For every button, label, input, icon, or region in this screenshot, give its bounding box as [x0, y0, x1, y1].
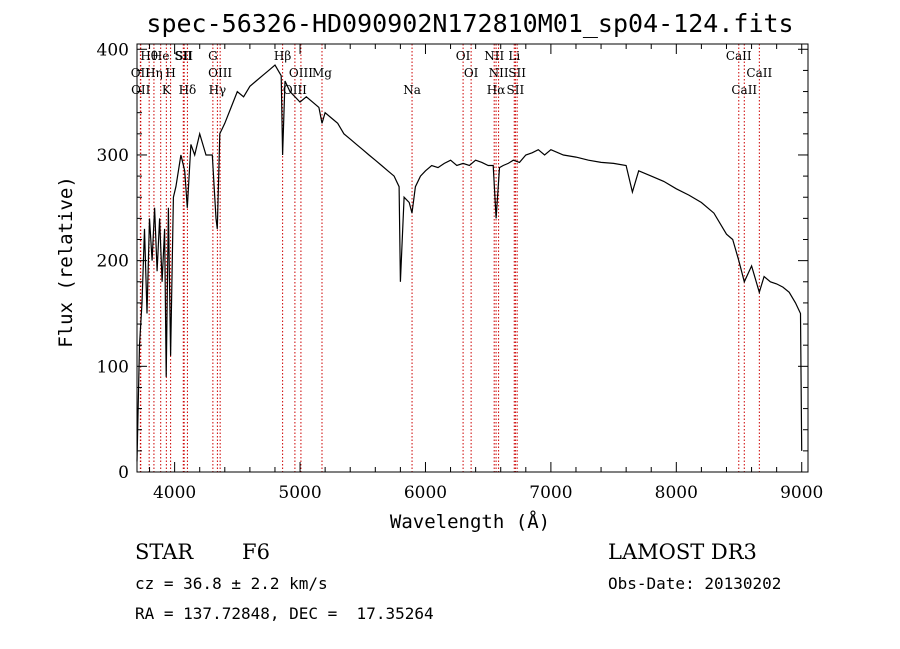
line-marker-label: Hβ [274, 49, 291, 63]
plot-frame [136, 43, 809, 473]
line-marker-label: NII [484, 49, 504, 63]
line-marker-label: NII [489, 66, 509, 80]
line-markers [139, 44, 760, 472]
line-marker-label: OI [464, 66, 479, 80]
line-marker-label: SII [507, 83, 525, 97]
line-marker-label: OIII [208, 66, 232, 80]
spectrum-line [136, 64, 803, 462]
x-axis-ticks: 4000 5000 6000 7000 8000 9000 [149, 44, 823, 503]
line-marker-labels: HθOIIOIIHeHηKSIIHHδSIIOIIIHγGOIIIOIIIHβM… [131, 49, 773, 97]
y-tick-label: 100 [97, 357, 129, 377]
line-marker-label: G [208, 49, 218, 63]
x-tick-label: 9000 [780, 483, 823, 503]
y-tick-label: 400 [97, 40, 129, 60]
coordinates-readout: RA = 137.72848, DEC = 17.35264 [135, 604, 434, 623]
line-marker-label: Mg [312, 66, 332, 80]
survey-name: LAMOST DR3 [608, 540, 757, 564]
line-marker-label: OII [131, 83, 151, 97]
line-marker-label: Hη [145, 66, 163, 80]
line-marker-label: SII [508, 66, 526, 80]
x-tick-label: 7000 [529, 483, 572, 503]
redshift-readout: cz = 36.8 ± 2.2 km/s [135, 574, 328, 593]
line-marker-label: OIII [289, 66, 313, 80]
y-tick-label: 200 [97, 252, 129, 272]
line-marker-label: SII [175, 49, 193, 63]
line-marker-label: Hγ [209, 83, 227, 97]
x-tick-label: 6000 [404, 483, 447, 503]
line-marker-label: K [162, 83, 172, 97]
y-axis-ticks: 0 100 200 300 400 [97, 40, 808, 483]
chart-title: spec-56326-HD090902N172810M01_sp04-124.f… [146, 9, 793, 38]
y-axis-label: Flux (relative) [55, 176, 77, 348]
line-marker-label: CaII [726, 49, 752, 63]
y-tick-label: 0 [118, 463, 129, 483]
x-tick-label: 5000 [278, 483, 321, 503]
line-marker-label: OI [456, 49, 471, 63]
line-marker-label: Li [508, 49, 520, 63]
line-marker-label: OIII [283, 83, 307, 97]
y-tick-label: 300 [97, 146, 129, 166]
line-marker-label: He [152, 49, 170, 63]
line-marker-label: CaII [746, 66, 772, 80]
object-class: STAR [135, 540, 194, 564]
line-marker-label: H [165, 66, 175, 80]
observation-date: Obs-Date: 20130202 [608, 574, 782, 593]
line-marker-label: Na [403, 83, 421, 97]
line-marker-label: Hθ [140, 49, 158, 63]
x-axis-label: Wavelength (Å) [390, 510, 550, 533]
line-marker-label: Hα [487, 83, 506, 97]
line-marker-label: SII [174, 49, 192, 63]
x-tick-label: 4000 [153, 483, 196, 503]
x-tick-label: 8000 [655, 483, 698, 503]
line-marker-label: Hδ [179, 83, 197, 97]
line-marker-label: CaII [731, 83, 757, 97]
object-subclass: F6 [242, 540, 270, 564]
line-marker-label: OII [131, 66, 151, 80]
